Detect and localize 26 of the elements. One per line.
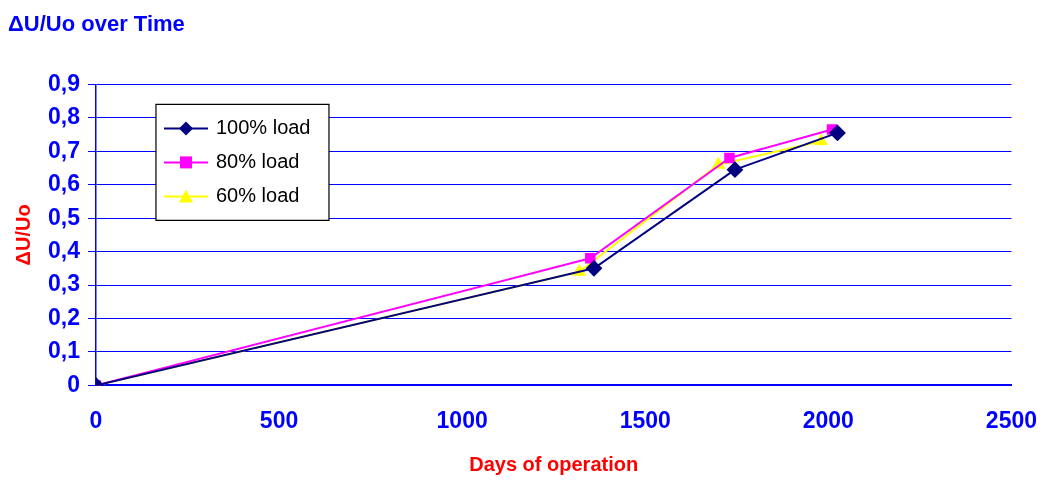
- point: [724, 152, 735, 164]
- y-tick-label: 0,8: [47, 103, 81, 130]
- y-tick-label: 0,6: [47, 170, 80, 197]
- y-tick-label: 0,4: [47, 236, 81, 263]
- point: [829, 124, 846, 141]
- y-tick-label: 0,3: [47, 270, 80, 297]
- x-tick-label: 2500: [985, 406, 1037, 433]
- y-tick-label: 0,9: [47, 69, 80, 96]
- y-axis-title: ΔU/Uo: [11, 204, 34, 266]
- y-tick-label: 0,1: [47, 337, 81, 364]
- x-tick-label: 0: [89, 406, 103, 433]
- legend-label: 60% load: [215, 183, 300, 206]
- legend-label: 100% load: [215, 115, 311, 138]
- x-tick-label: 2000: [802, 406, 854, 433]
- x-tick-label: 1000: [436, 406, 488, 433]
- legend-label: 80% load: [215, 149, 300, 172]
- x-tick-label: 1500: [619, 406, 671, 433]
- y-tick-label: 0,5: [47, 203, 81, 230]
- point: [726, 161, 743, 178]
- x-axis-title: Days of operation: [469, 452, 639, 475]
- y-tick-label: 0,2: [47, 303, 80, 330]
- y-tick-label: 0: [67, 370, 80, 397]
- y-tick-label: 0,7: [47, 136, 80, 163]
- x-tick-label: 500: [259, 406, 299, 433]
- chart-title: ΔU/Uo over Time: [8, 11, 185, 37]
- point: [585, 260, 602, 277]
